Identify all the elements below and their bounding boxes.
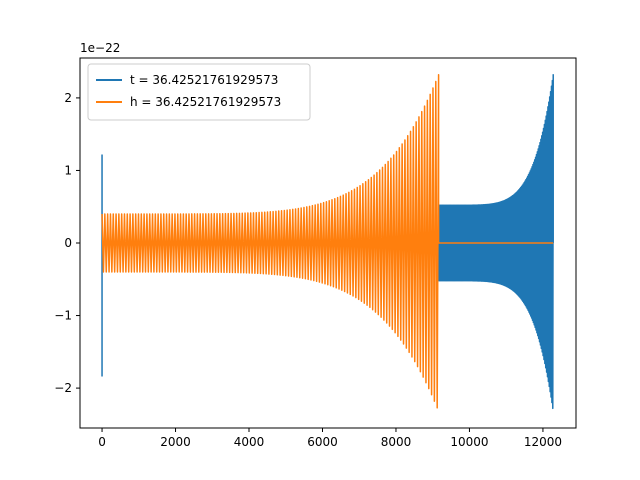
y-axis: −2 −1 0 1 2 xyxy=(54,91,80,395)
y-tick-label: 0 xyxy=(64,236,72,250)
x-tick-label: 10000 xyxy=(450,435,488,449)
y-tick-label: 2 xyxy=(64,91,72,105)
y-tick-label: −2 xyxy=(54,381,72,395)
legend-box xyxy=(87,63,311,121)
y-offset-label: 1e−22 xyxy=(80,41,120,55)
x-tick-label: 4000 xyxy=(234,435,265,449)
x-tick-label: 12000 xyxy=(524,435,562,449)
x-tick-label: 0 xyxy=(98,435,106,449)
x-tick-label: 2000 xyxy=(160,435,191,449)
x-tick-label: 6000 xyxy=(307,435,338,449)
y-tick-label: −1 xyxy=(54,309,72,323)
series-layer xyxy=(101,73,554,410)
x-tick-label: 8000 xyxy=(381,435,412,449)
legend: t = 36.42521761929573 h = 36.425217619295… xyxy=(87,63,311,121)
series-line-1 xyxy=(101,73,554,409)
y-tick-label: 1 xyxy=(64,163,72,177)
legend-label: t = 36.42521761929573 xyxy=(130,73,278,87)
legend-label: h = 36.42521761929573 xyxy=(130,95,281,109)
x-axis: 0 2000 4000 6000 8000 10000 12000 xyxy=(98,428,562,449)
